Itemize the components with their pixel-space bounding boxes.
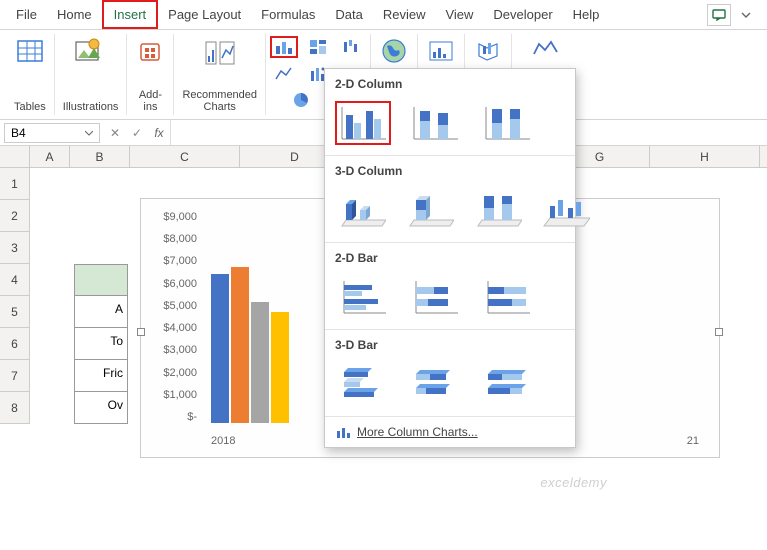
section-3d-column: 3-D Column: [325, 156, 575, 184]
maps-icon[interactable]: [379, 36, 409, 66]
tables-label: Tables: [14, 101, 46, 113]
tables-icon[interactable]: [15, 36, 45, 66]
stacked-column-2d[interactable]: [407, 101, 463, 145]
watermark: exceldemy: [540, 475, 607, 490]
row-1[interactable]: 1: [0, 168, 29, 200]
name-box[interactable]: B4: [4, 123, 100, 143]
group-tables: Tables: [6, 34, 55, 115]
group-addins: Add- ins: [127, 34, 174, 115]
clustered-bar-2d[interactable]: [335, 275, 391, 319]
section-3d-bar: 3-D Bar: [325, 330, 575, 358]
more-column-charts[interactable]: More Column Charts...: [325, 416, 575, 447]
ribbon-tabs: File Home Insert Page Layout Formulas Da…: [0, 0, 767, 30]
row-8[interactable]: 8: [0, 392, 29, 424]
stacked100-bar-2d[interactable]: [479, 275, 535, 319]
insert-pie-chart-button[interactable]: [287, 89, 315, 111]
row-5[interactable]: 5: [0, 296, 29, 328]
tab-insert[interactable]: Insert: [102, 0, 159, 29]
addins-icon[interactable]: [135, 36, 165, 66]
insert-column-chart-button[interactable]: [270, 36, 298, 58]
row-2[interactable]: 2: [0, 200, 29, 232]
ribbon-options-icon[interactable]: [737, 4, 755, 26]
clustered-column-3d[interactable]: [335, 188, 387, 232]
insert-hierarchy-chart-button[interactable]: [304, 36, 332, 58]
more-column-charts-label: More Column Charts...: [357, 425, 478, 439]
recommended-charts-label: Recommended Charts: [182, 89, 257, 113]
table-cell[interactable]: Ov: [74, 392, 128, 424]
select-all-corner[interactable]: [0, 146, 30, 167]
illustrations-label: Illustrations: [63, 101, 119, 113]
tab-developer[interactable]: Developer: [483, 2, 562, 27]
comments-button[interactable]: [707, 4, 731, 26]
addins-label: Add- ins: [139, 89, 162, 113]
table-cell[interactable]: A: [74, 296, 128, 328]
row-headers: 1 2 3 4 5 6 7 8: [0, 168, 30, 424]
col-H[interactable]: H: [650, 146, 760, 167]
stacked-bar-3d[interactable]: [407, 362, 463, 406]
stacked-column-3d[interactable]: [403, 188, 455, 232]
tab-file[interactable]: File: [6, 2, 47, 27]
section-2d-bar: 2-D Bar: [325, 243, 575, 271]
clustered-bar-3d[interactable]: [335, 362, 391, 406]
row-6[interactable]: 6: [0, 328, 29, 360]
group-illustrations: Illustrations: [55, 34, 128, 115]
column-3d[interactable]: [539, 188, 591, 232]
table-header-cell[interactable]: [74, 264, 128, 296]
column-chart-dropdown: 2-D Column 3-D Column 2-D Bar 3-D Bar Mo…: [324, 68, 576, 448]
chart-y-axis: $9,000$8,000$7,000$6,000$5,000$4,000$3,0…: [145, 211, 197, 423]
table-cell[interactable]: To: [74, 328, 128, 360]
tab-review[interactable]: Review: [373, 2, 436, 27]
pivotchart-icon[interactable]: [426, 36, 456, 66]
section-2d-column: 2-D Column: [325, 69, 575, 97]
recommended-charts-icon[interactable]: [202, 36, 238, 70]
cancel-formula-icon[interactable]: ✕: [104, 126, 126, 140]
3dmap-icon[interactable]: [473, 36, 503, 66]
data-table: A To Fric Ov: [74, 264, 128, 424]
col-B[interactable]: B: [70, 146, 130, 167]
tab-data[interactable]: Data: [325, 2, 372, 27]
tab-page-layout[interactable]: Page Layout: [158, 2, 251, 27]
col-A[interactable]: A: [30, 146, 70, 167]
tab-view[interactable]: View: [435, 2, 483, 27]
row-7[interactable]: 7: [0, 360, 29, 392]
name-box-value: B4: [11, 126, 26, 140]
group-recommended-charts: Recommended Charts: [174, 34, 266, 115]
sparklines-icon[interactable]: [531, 36, 561, 60]
illustrations-icon[interactable]: [74, 36, 108, 66]
tab-formulas[interactable]: Formulas: [251, 2, 325, 27]
tab-help[interactable]: Help: [563, 2, 610, 27]
stacked100-bar-3d[interactable]: [479, 362, 535, 406]
stacked100-column-2d[interactable]: [479, 101, 535, 145]
enter-formula-icon[interactable]: ✓: [126, 126, 148, 140]
fx-icon[interactable]: fx: [148, 126, 170, 140]
row-4[interactable]: 4: [0, 264, 29, 296]
stacked-bar-2d[interactable]: [407, 275, 463, 319]
row-3[interactable]: 3: [0, 232, 29, 264]
stacked100-column-3d[interactable]: [471, 188, 523, 232]
tab-home[interactable]: Home: [47, 2, 102, 27]
col-C[interactable]: C: [130, 146, 240, 167]
clustered-column-2d[interactable]: [335, 101, 391, 145]
insert-waterfall-chart-button[interactable]: [338, 36, 366, 58]
table-cell[interactable]: Fric: [74, 360, 128, 392]
insert-line-chart-button[interactable]: [270, 63, 298, 85]
